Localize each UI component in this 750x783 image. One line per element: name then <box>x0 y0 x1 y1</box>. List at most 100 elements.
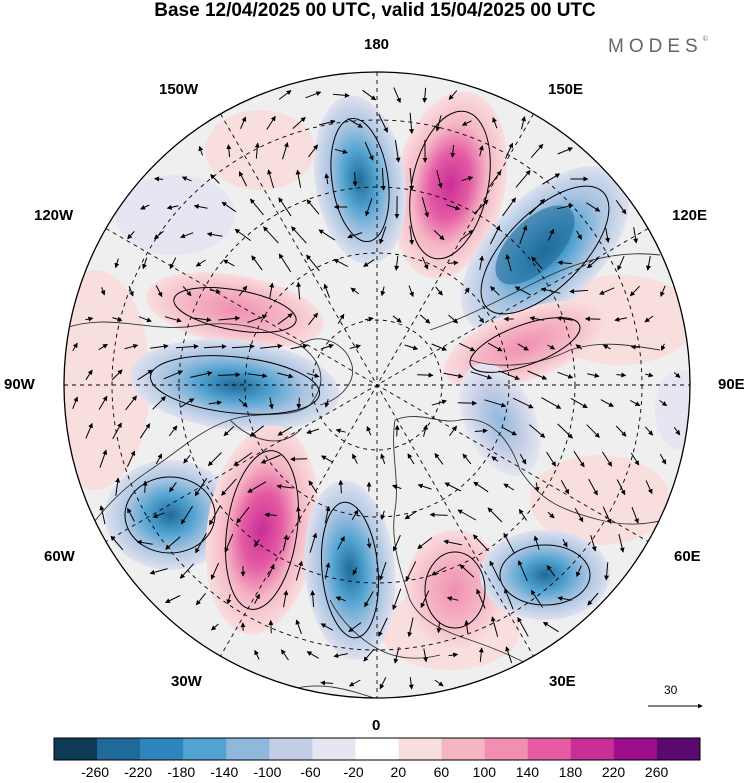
wind-vector-arrow <box>472 534 489 552</box>
wind-vector-arrow <box>226 594 232 605</box>
wind-vector-arrow <box>618 533 625 553</box>
wind-vector-arrow <box>115 477 121 496</box>
wind-vector-arrow <box>128 286 134 297</box>
wind-vector-arrow <box>423 424 428 437</box>
wind-vector-arrow <box>630 399 641 407</box>
contours <box>124 110 610 639</box>
wind-vector-arrow <box>457 400 478 406</box>
colorbar-tick-label: -220 <box>124 764 153 780</box>
wind-vector-arrow <box>267 169 275 189</box>
wind-vector-arrow <box>629 285 640 297</box>
wind-vector-arrow <box>324 173 330 185</box>
wind-vector-arrow <box>195 259 206 267</box>
wind-vector-arrow <box>164 595 181 603</box>
anomaly-positive-center <box>392 91 508 279</box>
wind-vector-arrow <box>240 116 247 129</box>
wind-vector-arrow <box>307 372 320 378</box>
contour-line <box>173 287 297 333</box>
wind-vector-arrow <box>600 399 614 407</box>
wind-vector-arrow <box>461 120 472 126</box>
wind-vector-arrow <box>142 480 148 493</box>
wind-vector-arrow <box>263 226 279 244</box>
wind-vector-arrow <box>318 119 336 126</box>
wind-vector-arrow <box>221 201 237 213</box>
wind-vector-arrow <box>249 198 264 216</box>
wind-vector-arrow <box>505 646 513 664</box>
polar-map <box>63 71 703 709</box>
wind-vector-arrow <box>276 484 293 490</box>
wind-vector-arrow <box>419 314 431 324</box>
wind-vector-arrow <box>515 169 531 188</box>
contour-line <box>330 117 390 243</box>
wind-vector-arrow <box>85 369 93 381</box>
wind-vector-arrow <box>323 283 330 298</box>
wind-vector-arrow <box>165 536 181 550</box>
wind-vector-arrow <box>306 428 320 435</box>
brand-logo: MODES© <box>608 36 708 58</box>
colorbar-tick-label: 140 <box>515 764 540 780</box>
wind-vector-arrow <box>489 560 501 582</box>
wind-vector-arrow <box>503 532 515 553</box>
wind-vector-arrow <box>529 198 546 215</box>
anomaly-faint-blue <box>655 370 690 450</box>
wind-vector-arrow <box>460 230 474 240</box>
wind-vector-arrow <box>320 623 333 631</box>
wind-vector-arrow <box>473 199 489 215</box>
colorbar-tick-label: 60 <box>433 764 450 780</box>
wind-vector-arrow <box>218 315 241 321</box>
wind-vector-arrow <box>124 343 139 350</box>
wind-vector-arrow <box>393 646 400 664</box>
colorbar-tick-label: -60 <box>300 764 321 780</box>
colorbar-cell <box>441 738 486 760</box>
wind-vector-arrow <box>557 596 572 601</box>
wind-vector-arrow <box>602 506 612 525</box>
wind-vector-arrow <box>448 652 459 658</box>
wind-vector-arrow <box>586 257 599 269</box>
wind-vector-arrow <box>392 588 402 611</box>
wind-vector-arrow <box>378 561 387 581</box>
wind-vector-arrow <box>282 142 289 160</box>
wind-vector-arrow <box>233 452 253 466</box>
contour-line <box>469 317 581 373</box>
wind-vector-arrow <box>421 197 430 218</box>
wind-vector-arrow <box>380 510 386 520</box>
wind-vector-arrow <box>140 204 150 210</box>
wind-vector-arrow <box>247 373 268 379</box>
wind-vector-arrow <box>380 167 386 191</box>
wind-vector-arrow <box>417 537 433 550</box>
wind-vector-arrow <box>334 148 348 154</box>
wind-vector-arrow <box>278 197 292 217</box>
wind-vector-arrow <box>364 591 374 608</box>
wind-vector-arrow <box>518 560 528 582</box>
wind-vector-arrow <box>238 285 248 297</box>
wind-vector-arrow <box>646 256 651 271</box>
wind-vector-arrow <box>324 398 330 408</box>
wind-vector-arrow <box>422 87 428 104</box>
wind-vector-arrow <box>645 426 654 436</box>
wind-vector-arrow <box>209 505 221 526</box>
wind-vector-arrow <box>180 398 195 408</box>
wind-vector-arrow <box>278 253 292 273</box>
wind-vector-arrow <box>431 566 447 576</box>
wind-vector-arrow <box>222 259 235 267</box>
wind-vector-arrow <box>633 227 639 244</box>
wind-vector-arrow <box>604 562 610 581</box>
wind-vector-arrow <box>417 483 432 490</box>
colorbar <box>53 737 701 761</box>
wind-vector-arrow <box>448 314 459 324</box>
wind-vector-arrow <box>391 484 402 490</box>
colorbar-cell <box>570 738 615 760</box>
wind-vector-arrow <box>379 226 387 245</box>
wind-vector-arrow <box>277 372 294 379</box>
wind-vector-arrow <box>366 538 372 549</box>
wind-vector-arrow <box>557 423 574 439</box>
wind-vector-arrow <box>404 510 417 520</box>
wind-vector-arrow <box>169 482 177 493</box>
wind-vector-arrow <box>431 343 448 351</box>
wind-vector-arrow <box>85 422 93 439</box>
wind-vector-arrow <box>529 316 544 321</box>
wind-vector-arrow <box>320 680 334 686</box>
wind-vector-arrow <box>268 619 274 634</box>
latitude-circle <box>244 252 510 518</box>
wind-vector-arrow <box>283 589 289 608</box>
